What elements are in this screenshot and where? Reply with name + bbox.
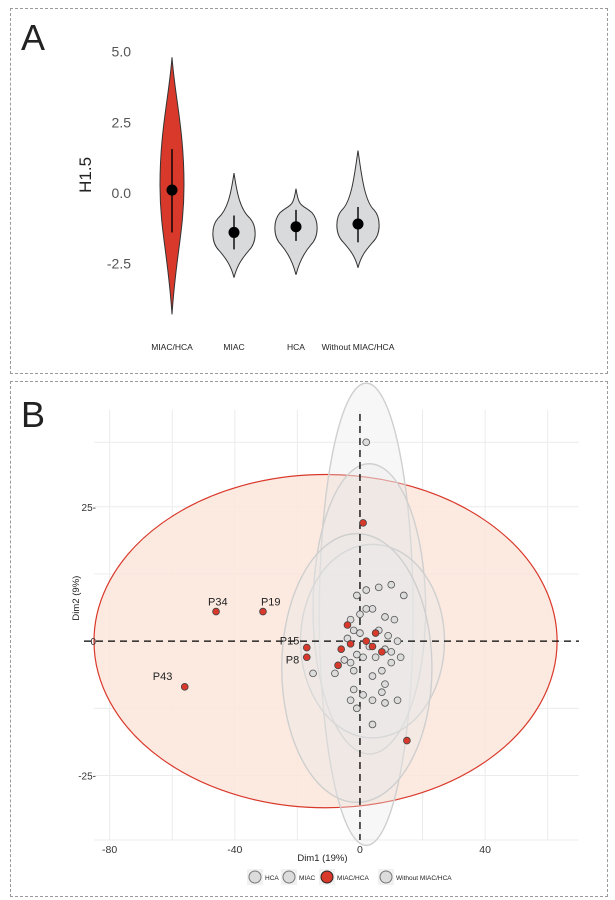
data-point-miac-hca — [302, 653, 311, 662]
data-point-miac-hca — [302, 643, 311, 652]
data-point — [381, 613, 389, 621]
mean-point — [290, 221, 302, 233]
data-point — [362, 438, 371, 447]
x-tick-label: Without MIAC/HCA — [322, 342, 395, 352]
y-tick-label: 0 — [90, 637, 96, 648]
x-axis-label: Dim1 (19%) — [297, 853, 347, 864]
legend-label: MIAC — [299, 875, 316, 882]
x-tick-label: HCA — [287, 342, 305, 352]
data-point — [346, 696, 355, 705]
data-point-miac-hca — [359, 519, 367, 527]
data-point — [381, 680, 389, 688]
data-point-miac-hca — [378, 648, 386, 656]
data-point — [374, 583, 383, 592]
legend-label: HCA — [265, 875, 279, 882]
data-point — [387, 648, 396, 656]
panel-b: B P34 P19 P15 P8 P43 -80 -40 0 40 25- 0 -25- Dim1 (1… — [10, 381, 608, 897]
data-point — [387, 658, 396, 667]
x-tick-label: MIAC — [223, 342, 244, 352]
data-point — [396, 653, 405, 662]
data-point-miac-hca — [334, 661, 342, 670]
data-point — [378, 688, 386, 696]
data-point — [362, 586, 371, 594]
point-label: P15 — [280, 636, 300, 648]
legend-swatch — [320, 870, 334, 884]
data-point — [331, 669, 339, 678]
x-tick-label: 0 — [357, 844, 363, 856]
data-point — [368, 672, 377, 680]
data-point — [381, 699, 389, 707]
panel-a: A 5.0 2.5 0.0 -2.5 H1.5 MIAC/HCA MIAC HCA Withou… — [10, 8, 608, 374]
y-tick-label: 25- — [82, 503, 96, 514]
data-point-miac-hca — [368, 642, 377, 651]
legend-label: MIAC/HCA — [337, 875, 369, 882]
data-point — [353, 591, 361, 600]
data-point — [399, 591, 408, 600]
data-point — [340, 656, 349, 664]
data-point-miac-hca — [343, 621, 352, 629]
data-point-miac-hca — [371, 629, 380, 637]
point-label: P43 — [153, 671, 173, 683]
data-point-miac-hca — [180, 683, 189, 691]
data-point — [349, 685, 358, 694]
data-point-miac-hca — [346, 640, 355, 648]
y-axis-label: H1.5 — [76, 157, 95, 193]
panel-a-letter: A — [21, 17, 46, 58]
data-point — [356, 629, 364, 637]
panel-b-letter: B — [21, 394, 46, 435]
legend-swatch — [282, 870, 296, 884]
data-point — [353, 650, 361, 659]
legend-swatch — [248, 870, 262, 884]
data-point — [346, 658, 355, 667]
data-point-miac-hca — [212, 607, 220, 616]
data-point — [356, 610, 364, 619]
data-point — [371, 653, 380, 662]
data-point-miac-hca — [259, 607, 267, 616]
x-tick-label: 40 — [479, 844, 491, 856]
data-point — [368, 605, 377, 613]
violin-chart: 5.0 2.5 0.0 -2.5 H1.5 MIAC/HCA MIAC HCA Without … — [76, 44, 395, 352]
pca-scatter-chart: P34 P19 P15 P8 P43 -80 -40 0 40 25- 0 -25- Dim1 (19%… — [71, 382, 579, 885]
mean-point — [352, 218, 364, 230]
x-tick-label: -80 — [102, 844, 117, 856]
mean-point — [228, 226, 240, 238]
data-point — [384, 631, 392, 640]
data-point — [378, 666, 386, 675]
data-point — [359, 653, 367, 662]
data-point — [390, 615, 399, 624]
group-ellipse — [281, 532, 433, 804]
data-point — [368, 720, 377, 729]
y-tick-label: -25- — [78, 772, 96, 783]
y-axis-label: Dim2 (9%) — [71, 576, 82, 621]
data-point — [368, 696, 377, 705]
data-point — [393, 696, 402, 705]
x-tick-label: MIAC/HCA — [151, 342, 193, 352]
y-tick-label: 5.0 — [112, 44, 132, 60]
data-point — [393, 637, 402, 645]
y-tick-label: -2.5 — [107, 256, 131, 272]
data-point-miac-hca — [337, 645, 345, 653]
data-point — [349, 666, 358, 675]
data-point — [309, 669, 317, 678]
legend-label: Without MIAC/HCA — [396, 875, 452, 882]
point-label: P8 — [286, 654, 299, 666]
data-point — [359, 691, 367, 699]
point-label: P34 — [208, 597, 228, 609]
legend-swatch — [379, 870, 393, 884]
data-point-miac-hca — [362, 637, 371, 645]
y-tick-label: 2.5 — [112, 114, 132, 130]
data-point-miac-hca — [403, 736, 411, 745]
y-tick-label: 0.0 — [112, 185, 132, 201]
point-label: P19 — [261, 597, 281, 609]
data-point — [349, 626, 358, 635]
data-point — [353, 704, 361, 713]
x-tick-label: -40 — [227, 844, 242, 856]
mean-point — [166, 184, 178, 196]
data-point — [387, 580, 396, 589]
data-point — [362, 605, 371, 613]
